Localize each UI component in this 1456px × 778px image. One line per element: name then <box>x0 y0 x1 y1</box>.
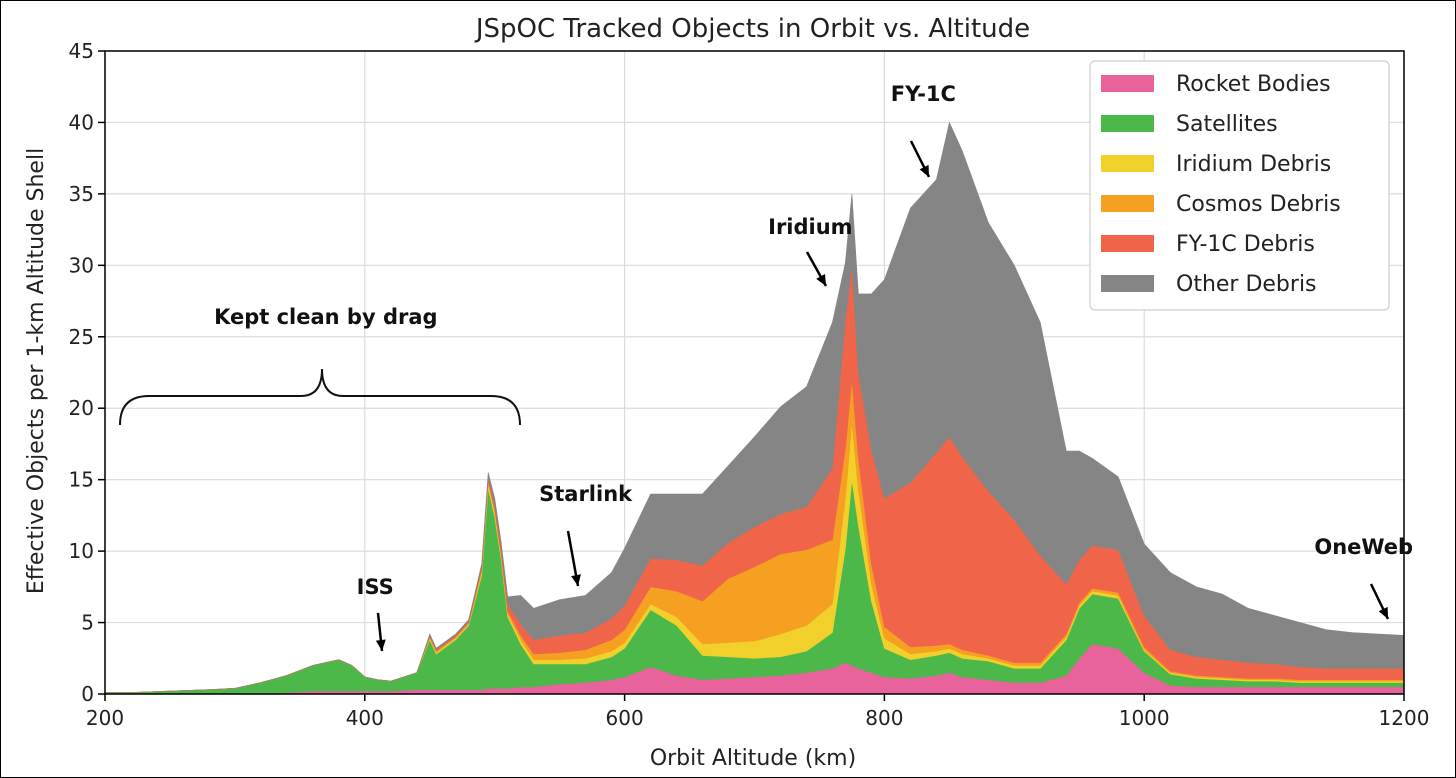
legend-entry: Satellites <box>1176 112 1278 137</box>
y-tick-label: 45 <box>69 39 94 63</box>
legend: Rocket Bodies Satellites Iridium Debris Cos… <box>1089 60 1390 311</box>
legend-box <box>1089 60 1390 311</box>
plot-border <box>104 50 1405 695</box>
y-tick-label: 5 <box>81 611 94 635</box>
x-tick-label: 1200 <box>1379 706 1430 730</box>
iridium-arrow-icon <box>805 251 828 287</box>
y-tick-label: 15 <box>69 468 94 492</box>
stacked-areas <box>104 121 1405 695</box>
legend-swatch <box>1101 275 1154 292</box>
legend-entry: FY-1C Debris <box>1176 232 1315 257</box>
legend-swatch <box>1101 155 1154 172</box>
annotations: Kept clean by drag ISS Starlink Iridium FY-1… <box>214 82 1413 652</box>
legend-entry: Other Debris <box>1176 272 1317 297</box>
legend-swatch <box>1101 235 1154 252</box>
legend-swatch <box>1101 195 1154 212</box>
iss-arrow-icon <box>375 612 386 652</box>
fy1c-arrow-icon <box>909 140 931 178</box>
starlink-arrow-icon <box>566 530 581 587</box>
x-axis-label: Orbit Altitude (km) <box>650 746 856 771</box>
y-axis-label: Effective Objects per 1-km Altitude Shel… <box>24 148 49 594</box>
x-tick-label: 600 <box>606 706 644 730</box>
y-tick-label: 40 <box>69 110 94 134</box>
oneweb-arrow-icon <box>1369 583 1390 620</box>
annotation-label: FY-1C <box>891 82 956 106</box>
x-tick-label: 800 <box>865 706 903 730</box>
y-tick-label: 20 <box>69 396 94 420</box>
annotation-label: ISS <box>357 575 394 599</box>
y-tick-label: 0 <box>81 682 94 706</box>
y-tick-label: 25 <box>69 325 94 349</box>
annotation-label: Kept clean by drag <box>214 305 437 329</box>
axis-ticks: 200 400 600 800 1000 1200 0 5 10 15 20 25 30 35 40 45 <box>69 39 1430 730</box>
annotation-label: OneWeb <box>1314 535 1413 559</box>
x-tick-label: 200 <box>86 706 124 730</box>
legend-entry: Iridium Debris <box>1176 152 1331 177</box>
x-tick-label: 400 <box>346 706 384 730</box>
annotation-label: Starlink <box>539 482 633 506</box>
legend-entry: Cosmos Debris <box>1176 192 1341 217</box>
legend-swatch <box>1101 75 1154 92</box>
legend-entry: Rocket Bodies <box>1176 72 1331 97</box>
x-tick-label: 1000 <box>1119 706 1170 730</box>
y-tick-label: 30 <box>69 253 94 277</box>
y-tick-label: 10 <box>69 539 94 563</box>
legend-swatch <box>1101 115 1154 132</box>
chart-title: JSpOC Tracked Objects in Orbit vs. Altit… <box>474 14 1030 44</box>
drag-brace-icon <box>119 368 521 426</box>
y-tick-label: 35 <box>69 182 94 206</box>
annotation-label: Iridium <box>768 215 852 239</box>
